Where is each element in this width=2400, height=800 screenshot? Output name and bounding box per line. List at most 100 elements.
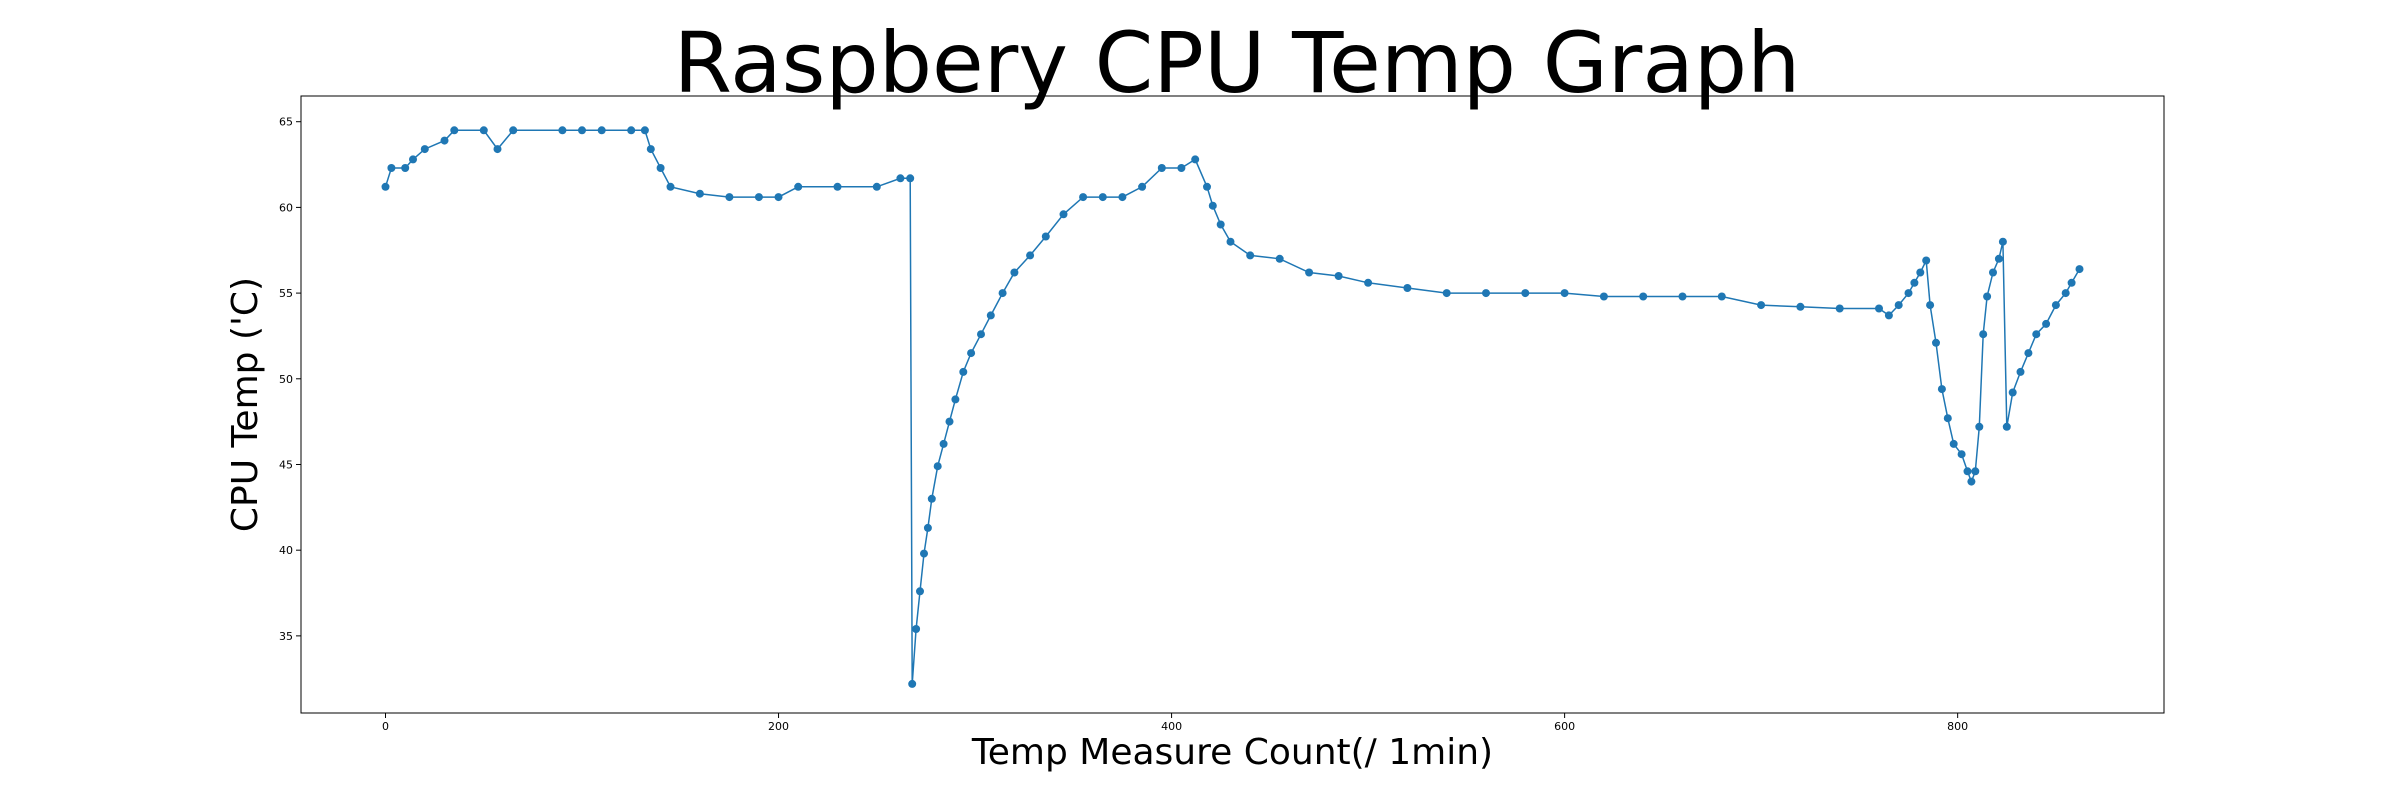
data-point: [1916, 268, 1925, 277]
data-point: [627, 126, 636, 135]
data-point: [666, 182, 675, 191]
data-point: [2024, 349, 2033, 358]
data-point: [578, 126, 586, 135]
data-point: [1949, 439, 1958, 448]
chart-title: Raspbery CPU Temp Graph: [674, 14, 1801, 112]
data-point: [2075, 265, 2084, 274]
data-point: [1678, 292, 1687, 301]
data-point: [959, 367, 968, 376]
data-point: [872, 182, 881, 191]
data-point: [1203, 182, 1211, 191]
data-point: [1403, 284, 1412, 292]
data-point: [2008, 388, 2017, 397]
data-point: [986, 311, 995, 320]
data-point: [1971, 467, 1980, 476]
data-point: [1875, 304, 1883, 313]
x-tick-label: 400: [1161, 720, 1182, 733]
data-point: [656, 164, 665, 172]
data-point: [1157, 164, 1166, 172]
data-point: [1994, 254, 2003, 263]
data-point: [1364, 278, 1373, 287]
data-point: [640, 126, 649, 135]
x-tick-label: 0: [382, 720, 389, 733]
series-group: [381, 126, 2084, 688]
data-point: [1208, 201, 1217, 210]
data-point: [927, 494, 936, 503]
data-point: [933, 462, 942, 471]
data-point: [923, 523, 932, 532]
data-point: [912, 625, 921, 633]
data-point: [409, 155, 417, 164]
data-point: [420, 145, 429, 154]
data-point: [2067, 278, 2076, 287]
data-point: [1922, 256, 1931, 265]
data-point: [1910, 278, 1919, 287]
data-point: [1191, 155, 1200, 164]
series-line: [384, 129, 2081, 684]
data-point: [1979, 330, 1988, 339]
data-point: [1226, 237, 1235, 246]
data-point: [1246, 251, 1255, 260]
data-point: [754, 193, 763, 202]
data-point: [401, 164, 410, 172]
data-point: [794, 182, 803, 191]
data-point: [774, 193, 783, 202]
y-tick-label: 35: [279, 630, 293, 643]
data-point: [1177, 164, 1186, 172]
data-point: [1026, 251, 1035, 260]
data-point: [2002, 422, 2011, 431]
data-point: [1138, 182, 1147, 191]
x-axis-label: Temp Measure Count(/ 1min): [971, 732, 1493, 773]
data-point: [1334, 272, 1343, 280]
data-point: [1442, 289, 1451, 298]
data-point: [2032, 330, 2041, 339]
data-point: [945, 417, 954, 426]
data-point: [2051, 301, 2060, 310]
data-point: [1560, 289, 1569, 298]
data-point: [1943, 414, 1952, 423]
data-point: [998, 289, 1007, 298]
y-tick-label: 45: [279, 458, 293, 471]
data-point: [1305, 268, 1314, 277]
data-point: [597, 126, 606, 135]
data-point: [1717, 292, 1726, 301]
data-point: [493, 145, 502, 154]
data-point: [725, 193, 734, 202]
data-point: [1059, 210, 1068, 219]
data-point: [1216, 220, 1225, 229]
data-point: [558, 126, 567, 135]
data-point: [1926, 301, 1935, 310]
data-point: [1118, 193, 1127, 202]
data-point: [833, 182, 842, 191]
data-point: [387, 164, 396, 172]
data-point: [509, 126, 518, 135]
data-point: [1098, 193, 1107, 202]
data-point: [479, 126, 488, 135]
data-point: [896, 174, 905, 183]
data-point: [1963, 467, 1972, 476]
x-tick-label: 800: [1947, 720, 1968, 733]
data-point: [381, 182, 390, 191]
data-point: [951, 395, 960, 404]
data-point: [977, 330, 985, 339]
y-tick-label: 55: [279, 287, 293, 300]
data-point: [1757, 301, 1766, 310]
data-point: [1275, 254, 1284, 263]
data-point: [906, 174, 915, 183]
data-point: [1010, 268, 1019, 277]
data-point: [1835, 304, 1844, 313]
data-point: [1975, 422, 1984, 431]
data-point: [1989, 268, 1997, 277]
y-tick-label: 65: [279, 116, 293, 129]
plot-area-frame: [300, 95, 2165, 714]
data-point: [1482, 289, 1490, 298]
data-point: [1796, 302, 1805, 311]
data-point: [1041, 232, 1050, 241]
x-axis: 0 200 400 600 800: [382, 713, 1968, 733]
x-tick-label: 600: [1554, 720, 1575, 733]
data-point: [1894, 301, 1903, 310]
data-point: [1983, 292, 1992, 301]
data-point: [1521, 289, 1530, 298]
data-point: [939, 439, 948, 448]
